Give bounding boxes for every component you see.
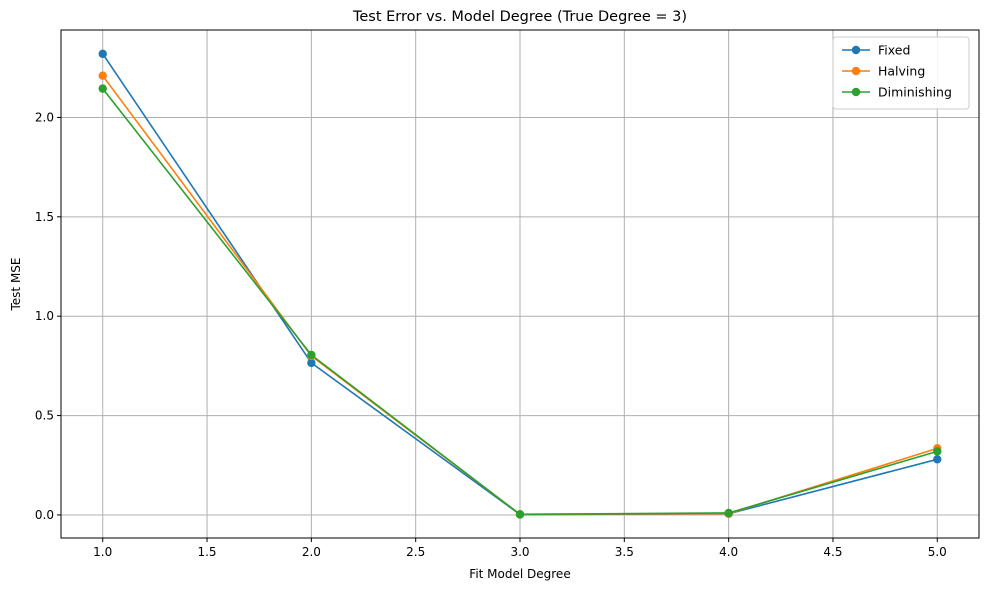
legend: Fixed Halving Diminishing	[832, 36, 970, 110]
series-markers	[98, 49, 942, 519]
legend-label-fixed: Fixed	[878, 43, 910, 58]
x-tick-label: 4.5	[823, 545, 842, 559]
chart-title: Test Error vs. Model Degree (True Degree…	[352, 9, 687, 25]
data-point-diminishing	[724, 508, 733, 518]
y-tick-label: 2.0	[35, 110, 54, 124]
data-point-fixed	[307, 358, 316, 368]
data-point-fixed	[933, 455, 942, 464]
data-point-fixed	[98, 49, 107, 59]
data-point-halving	[98, 71, 107, 80]
y-tick-label: 1.0	[35, 309, 54, 323]
legend-marker-halving	[851, 66, 861, 76]
x-tick-label: 4.0	[719, 545, 738, 559]
x-axis-label: Fit Model Degree	[469, 567, 570, 581]
grid	[61, 30, 979, 538]
x-tick-label: 3.0	[510, 545, 529, 559]
axis-ticks: 1.0 1.5 2.0 2.5 3.0 3.5 4.0 4.5 5.0 0.0 0.5 1.0 1.5 2…	[35, 110, 947, 559]
legend-marker-fixed	[851, 45, 861, 55]
legend-label-halving: Halving	[878, 64, 925, 79]
x-tick-label: 2.5	[406, 545, 425, 559]
x-tick-label: 2.0	[302, 545, 321, 559]
legend-box	[832, 36, 970, 110]
y-axis-label: Test MSE	[9, 258, 23, 312]
y-tick-label: 0.5	[35, 409, 54, 423]
data-point-diminishing	[307, 350, 316, 360]
y-tick-label: 1.5	[35, 210, 54, 224]
data-point-diminishing	[933, 447, 942, 456]
data-point-diminishing	[515, 510, 525, 519]
data-point-diminishing	[98, 84, 107, 93]
legend-marker-diminishing	[851, 87, 861, 97]
x-tick-label: 1.5	[197, 545, 216, 559]
x-tick-label: 5.0	[928, 545, 947, 559]
x-tick-label: 1.0	[93, 545, 112, 559]
legend-label-diminishing: Diminishing	[878, 85, 952, 100]
x-tick-label: 3.5	[615, 545, 634, 559]
y-tick-label: 0.0	[35, 508, 54, 522]
